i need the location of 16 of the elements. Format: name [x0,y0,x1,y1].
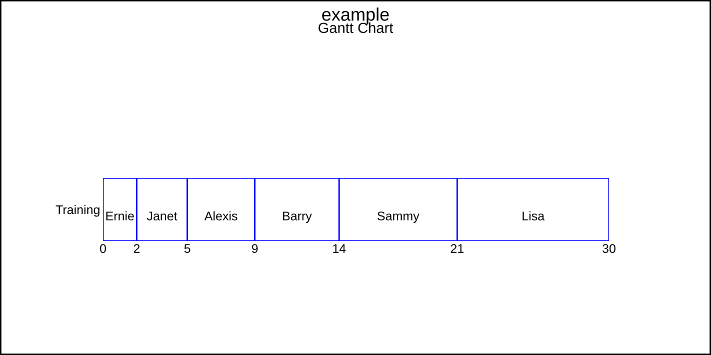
x-tick-label: 0 [100,244,106,253]
x-tick-label: 14 [333,244,346,253]
chart-title: example [322,8,389,24]
chart-subtitle: Gantt Chart [318,22,394,34]
x-tick-label: 2 [134,244,140,253]
series-label: Lisa [522,211,545,220]
x-tick-label: 30 [602,244,616,253]
series-label: Alexis [204,211,238,220]
x-tick-label: 5 [184,244,190,253]
series-label: Barry [283,212,312,223]
x-tick-label: 21 [450,244,464,253]
series-label: Janet [146,212,178,220]
y-tick-label: Training [56,204,100,217]
series-label: Sammy [378,212,420,223]
x-tick-label: 9 [252,244,258,253]
series-label: Ernie [106,211,134,220]
